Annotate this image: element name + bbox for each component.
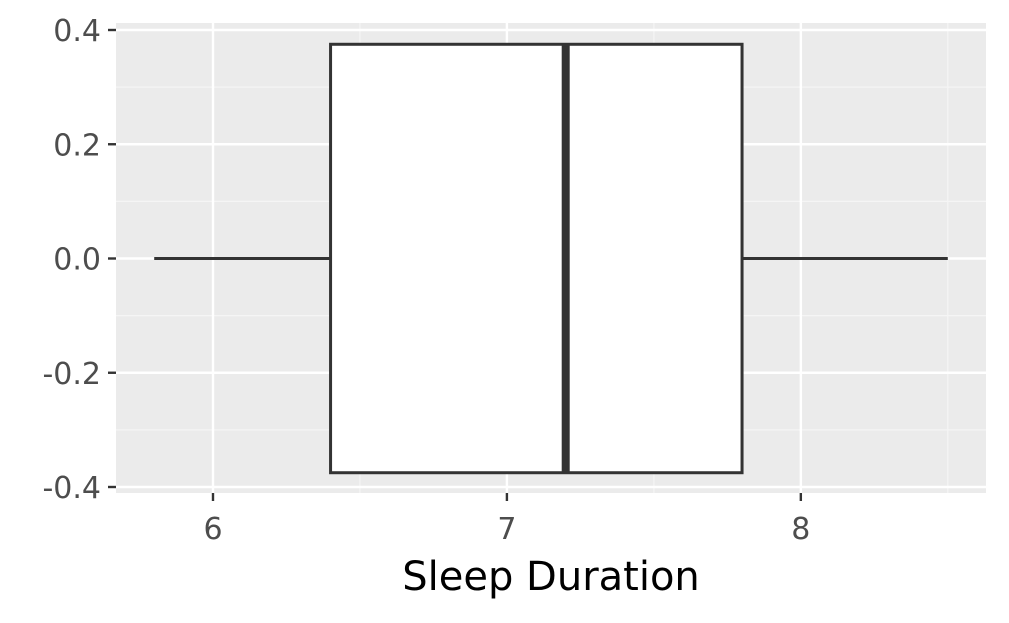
y-tick-label: -0.4 [42,471,101,506]
boxplot [154,42,948,475]
iqr-box [329,42,744,475]
y-tick-label: 0.2 [53,128,101,163]
y-tick-label: -0.2 [42,357,101,392]
y-axis: 0.4 0.2 0.0 -0.2 -0.4 [42,14,116,506]
x-axis: 6 7 8 [203,493,810,547]
y-tick-label: 0.0 [53,243,101,278]
x-axis-title: Sleep Duration [402,554,700,600]
x-tick-label: 8 [791,512,810,547]
x-tick-label: 6 [203,512,222,547]
y-tick-label: 0.4 [53,14,101,49]
x-tick-label: 7 [497,512,516,547]
